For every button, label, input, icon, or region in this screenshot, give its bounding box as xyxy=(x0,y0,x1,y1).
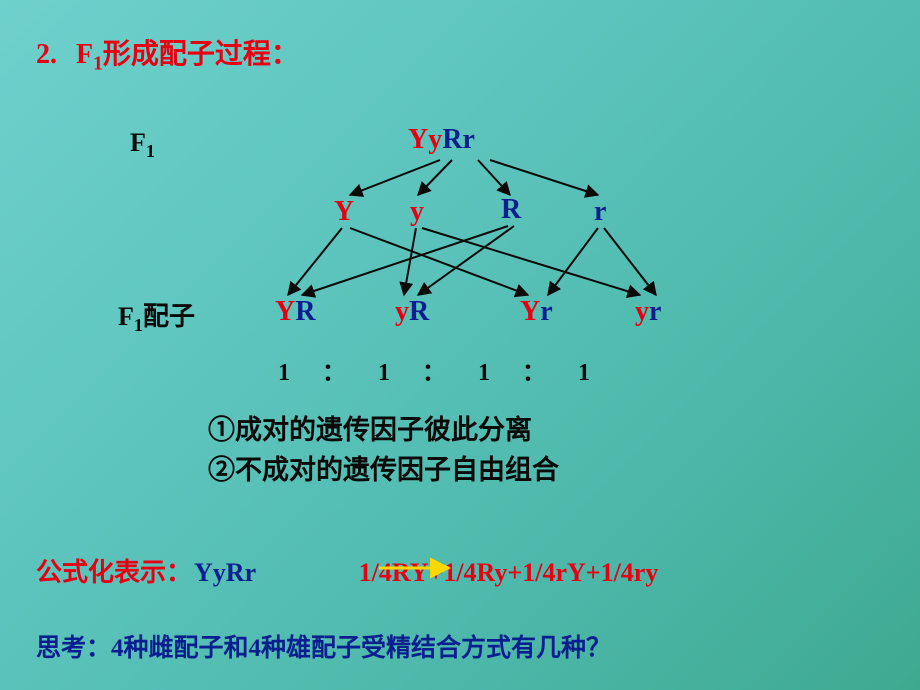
gamete-4: yr xyxy=(635,296,661,328)
f1-gamete-label: F1配子 xyxy=(118,296,195,336)
allele-Y: Y xyxy=(334,196,354,228)
geno-Y: Y xyxy=(408,124,428,155)
f1-genotype: YyRr xyxy=(408,124,475,156)
gamete-1: YR xyxy=(275,296,315,328)
title-rest: 形成配子过程： xyxy=(103,39,299,70)
formula: 公式化表示：YyRr 1/4RY+1/4Ry+1/4rY+1/4ry xyxy=(36,552,658,589)
question: 思考：4种雌配子和4种雄配子受精结合方式有几种？ xyxy=(36,628,611,664)
r-v1: 1 xyxy=(278,360,290,386)
g2b: R xyxy=(409,296,429,327)
g4a: y xyxy=(635,296,649,327)
allele-r: r xyxy=(594,196,606,228)
f1-label-f: F xyxy=(130,128,146,157)
g1b: R xyxy=(295,296,315,327)
q-label: 思考： xyxy=(36,635,111,662)
formula-lhs: YyRr xyxy=(194,558,256,587)
r-v3: 1 xyxy=(478,360,490,386)
point-2: ②不成对的遗传因子自由组合 xyxy=(208,448,559,487)
gl-sub: 1 xyxy=(134,315,143,335)
g4b: r xyxy=(649,296,661,327)
f1-label-sub: 1 xyxy=(146,141,155,161)
title-sub: 1 xyxy=(93,54,103,75)
r-v4: 1 xyxy=(578,360,590,386)
gamete-3: Yr xyxy=(520,296,553,328)
gl-rest: 配子 xyxy=(143,302,195,331)
r-c2: ： xyxy=(422,360,446,386)
formula-rhs: 1/4RY+1/4Ry+1/4rY+1/4ry xyxy=(359,558,659,587)
geno-R: R xyxy=(442,124,462,155)
allele-y: y xyxy=(410,196,424,228)
f1-label: F1 xyxy=(130,128,155,162)
formula-label: 公式化表示： xyxy=(36,558,192,587)
r-c1: ： xyxy=(322,360,346,386)
geno-y: y xyxy=(428,124,442,155)
title-f: F xyxy=(76,39,93,70)
title-num: 2. xyxy=(36,39,57,70)
q-text: 4种雌配子和4种雄配子受精结合方式有几种？ xyxy=(111,635,611,662)
ratio: 1 ： 1 ： 1 ： 1 xyxy=(278,352,590,387)
gl-f: F xyxy=(118,302,134,331)
g1a: Y xyxy=(275,296,295,327)
title: 2. F1形成配子过程： xyxy=(36,32,299,76)
r-v2: 1 xyxy=(378,360,390,386)
gamete-2: yR xyxy=(395,296,429,328)
point-1: ①成对的遗传因子彼此分离 xyxy=(208,408,532,447)
slide-content: 2. F1形成配子过程： F1 YyRr Y y R r F1配子 YR yR … xyxy=(0,0,920,690)
r-c3: ： xyxy=(522,360,546,386)
g2a: y xyxy=(395,296,409,327)
g3a: Y xyxy=(520,296,540,327)
allele-R: R xyxy=(501,194,521,226)
g3b: r xyxy=(540,296,552,327)
geno-r: r xyxy=(462,124,474,155)
